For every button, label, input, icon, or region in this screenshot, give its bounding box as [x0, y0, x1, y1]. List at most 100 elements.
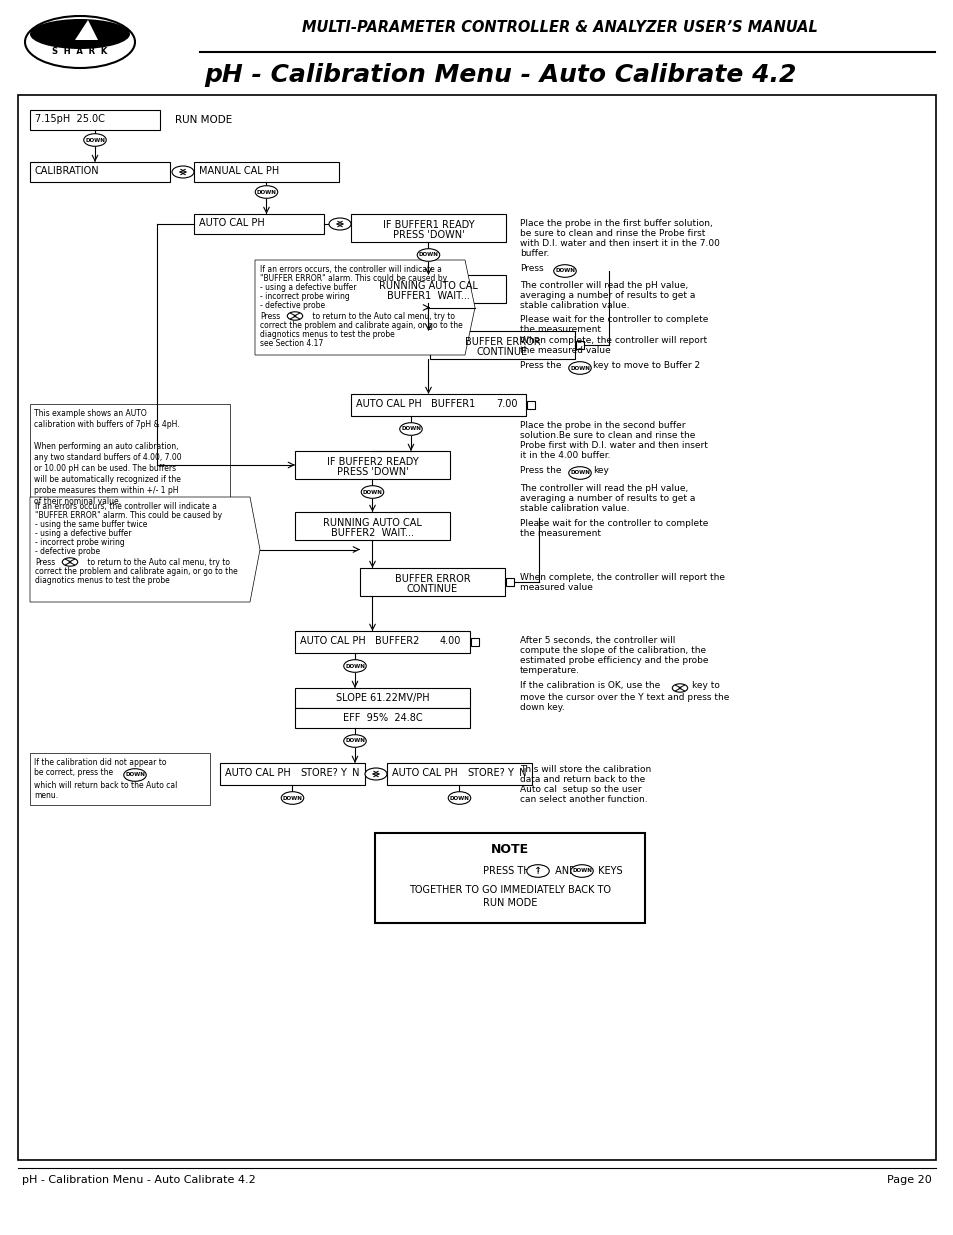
Text: AND: AND: [552, 866, 577, 876]
Text: This will store the calibration: This will store the calibration: [519, 764, 651, 774]
Ellipse shape: [124, 768, 146, 782]
Bar: [294, 708, 470, 727]
Text: Press the: Press the: [519, 361, 561, 370]
Ellipse shape: [568, 362, 591, 374]
Text: DOWN: DOWN: [418, 252, 438, 258]
Ellipse shape: [361, 485, 383, 498]
Text: averaging a number of results to get a: averaging a number of results to get a: [519, 291, 695, 300]
Text: CONTINUE: CONTINUE: [476, 347, 528, 357]
Text: The controller will read the pH value,: The controller will read the pH value,: [519, 282, 687, 290]
Bar: [294, 451, 450, 479]
Text: key to: key to: [691, 680, 720, 690]
Text: the measurement: the measurement: [519, 325, 600, 333]
Ellipse shape: [570, 864, 593, 877]
Text: CALIBRATION: CALIBRATION: [35, 165, 99, 177]
Ellipse shape: [30, 19, 130, 49]
Text: stable calibration value.: stable calibration value.: [519, 504, 629, 513]
Bar: [387, 763, 532, 785]
Text: - defective probe: - defective probe: [260, 301, 325, 310]
Bar: [505, 578, 514, 585]
Text: If the calibration did not appear to: If the calibration did not appear to: [34, 758, 167, 767]
Ellipse shape: [62, 558, 77, 566]
Bar: [30, 162, 170, 182]
Ellipse shape: [172, 165, 193, 178]
Ellipse shape: [365, 768, 387, 781]
Text: If an errors occurs, the controller will indicate a: If an errors occurs, the controller will…: [260, 266, 441, 274]
Text: Place the probe in the first buffer solution,: Place the probe in the first buffer solu…: [519, 219, 712, 228]
Ellipse shape: [526, 864, 549, 877]
Text: BUFFER2  WAIT...: BUFFER2 WAIT...: [331, 529, 414, 538]
Text: DOWN: DOWN: [362, 489, 382, 494]
Text: the measurement: the measurement: [519, 529, 600, 538]
Text: Press: Press: [519, 264, 543, 273]
Text: pH - Calibration Menu - Auto Calibrate 4.2: pH - Calibration Menu - Auto Calibrate 4…: [22, 1174, 255, 1186]
Text: PRESS 'DOWN': PRESS 'DOWN': [393, 230, 464, 240]
Text: see Section 4.17: see Section 4.17: [260, 338, 323, 348]
Text: ↓: ↓: [536, 868, 539, 873]
Ellipse shape: [448, 792, 470, 804]
Bar: [220, 763, 365, 785]
Text: move the cursor over the Y text and press the: move the cursor over the Y text and pres…: [519, 693, 729, 701]
Text: "BUFFER ERROR" alarm. This could be caused by: "BUFFER ERROR" alarm. This could be caus…: [260, 274, 447, 283]
Text: will be automatically recognized if the: will be automatically recognized if the: [34, 475, 181, 484]
Ellipse shape: [25, 16, 135, 68]
Text: diagnotics menus to test the probe: diagnotics menus to test the probe: [35, 576, 170, 585]
Bar: [430, 331, 575, 359]
Text: Auto cal  setup so the user: Auto cal setup so the user: [519, 785, 641, 794]
Ellipse shape: [672, 684, 687, 692]
Text: averaging a number of results to get a: averaging a number of results to get a: [519, 494, 695, 503]
Text: 4.00: 4.00: [439, 636, 461, 646]
Bar: [294, 631, 470, 653]
Text: it in the 4.00 buffer.: it in the 4.00 buffer.: [519, 451, 610, 459]
Text: estimated probe efficiency and the probe: estimated probe efficiency and the probe: [519, 656, 708, 664]
Text: DOWN: DOWN: [345, 739, 365, 743]
Ellipse shape: [568, 467, 591, 479]
Text: AUTO CAL PH: AUTO CAL PH: [225, 768, 291, 778]
Ellipse shape: [281, 792, 303, 804]
Text: - defective probe: - defective probe: [35, 547, 100, 556]
Text: - using a defective buffer: - using a defective buffer: [260, 283, 356, 291]
Text: buffer.: buffer.: [519, 249, 549, 258]
Text: Page 20: Page 20: [886, 1174, 931, 1186]
Text: BUFFER2: BUFFER2: [375, 636, 419, 646]
Text: any two standard buffers of 4.00, 7.00: any two standard buffers of 4.00, 7.00: [34, 453, 181, 462]
Bar: [526, 401, 535, 409]
Bar: [576, 341, 583, 350]
Text: Press: Press: [35, 558, 55, 567]
Text: The controller will read the pH value,: The controller will read the pH value,: [519, 484, 687, 493]
Text: Y  N: Y N: [339, 768, 359, 778]
Text: RUNNING AUTO CAL: RUNNING AUTO CAL: [323, 517, 421, 529]
Polygon shape: [30, 496, 260, 601]
Text: BUFFER ERROR: BUFFER ERROR: [464, 337, 539, 347]
Text: with D.I. water and then insert it in the 7.00: with D.I. water and then insert it in th…: [519, 240, 720, 248]
Text: AUTO CAL PH: AUTO CAL PH: [299, 636, 365, 646]
Ellipse shape: [416, 248, 439, 262]
Text: key to move to Buffer 2: key to move to Buffer 2: [593, 361, 700, 370]
Text: DOWN: DOWN: [570, 366, 589, 370]
Text: correct the problem and calibrate again, or go to the: correct the problem and calibrate again,…: [260, 321, 462, 330]
Text: AUTO CAL PH: AUTO CAL PH: [355, 399, 421, 409]
Text: DOWN: DOWN: [125, 773, 145, 778]
Text: 7.00: 7.00: [496, 399, 517, 409]
Text: can select another function.: can select another function.: [519, 795, 647, 804]
Text: RUNNING AUTO CAL: RUNNING AUTO CAL: [378, 282, 477, 291]
Bar: [193, 214, 324, 233]
Text: the measured value: the measured value: [519, 346, 610, 354]
Ellipse shape: [329, 219, 351, 230]
Ellipse shape: [84, 133, 106, 146]
Text: diagnotics menus to test the probe: diagnotics menus to test the probe: [260, 330, 395, 338]
Text: S  H  A  R  K: S H A R K: [52, 47, 108, 57]
Bar: [193, 162, 338, 182]
Text: probe measures them within +/- 1 pH: probe measures them within +/- 1 pH: [34, 487, 178, 495]
Text: When performing an auto calibration,: When performing an auto calibration,: [34, 442, 178, 451]
Ellipse shape: [343, 659, 366, 672]
Polygon shape: [75, 20, 98, 40]
Polygon shape: [254, 261, 475, 354]
Text: of their nominal value.: of their nominal value.: [34, 496, 121, 506]
Bar: [294, 688, 470, 708]
Bar: [375, 832, 644, 923]
Bar: [351, 214, 505, 242]
Text: - incorrect probe wiring: - incorrect probe wiring: [35, 538, 125, 547]
Text: to return to the Auto cal menu, try to: to return to the Auto cal menu, try to: [310, 312, 455, 321]
Text: NOTE: NOTE: [491, 844, 529, 856]
